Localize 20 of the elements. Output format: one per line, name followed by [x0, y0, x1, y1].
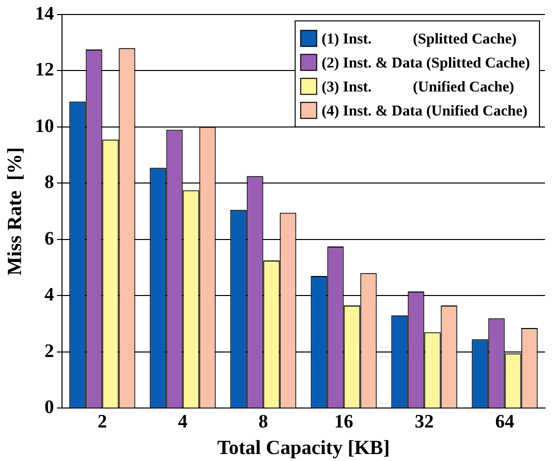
- y-tick-label: 0: [44, 397, 54, 418]
- y-axis-title: Miss Rate [%]: [4, 147, 26, 276]
- x-tick-label: 32: [414, 412, 434, 433]
- x-axis-title: Total Capacity [KB]: [217, 437, 390, 460]
- legend-label: (3) Inst. (Unified Cache): [322, 79, 514, 96]
- y-tick-label: 12: [35, 60, 54, 81]
- legend-label: (2) Inst. & Data (Splitted Cache): [322, 55, 530, 72]
- x-tick-label: 64: [495, 412, 515, 433]
- y-tick-label: 6: [44, 228, 54, 250]
- y-tick-label: 4: [44, 284, 54, 306]
- x-tick-label: 4: [178, 412, 188, 433]
- x-tick-label: 16: [334, 412, 354, 433]
- x-tick-label: 2: [98, 412, 107, 433]
- legend-label: (1) Inst. (Splitted Cache): [322, 31, 517, 48]
- y-tick-label: 10: [35, 116, 54, 137]
- legend-label: (4) Inst. & Data (Unified Cache): [322, 103, 528, 120]
- x-tick-label: 8: [258, 412, 268, 433]
- y-tick-label: 14: [35, 3, 54, 24]
- y-tick-label: 8: [44, 172, 54, 194]
- y-tick-label: 2: [44, 340, 54, 362]
